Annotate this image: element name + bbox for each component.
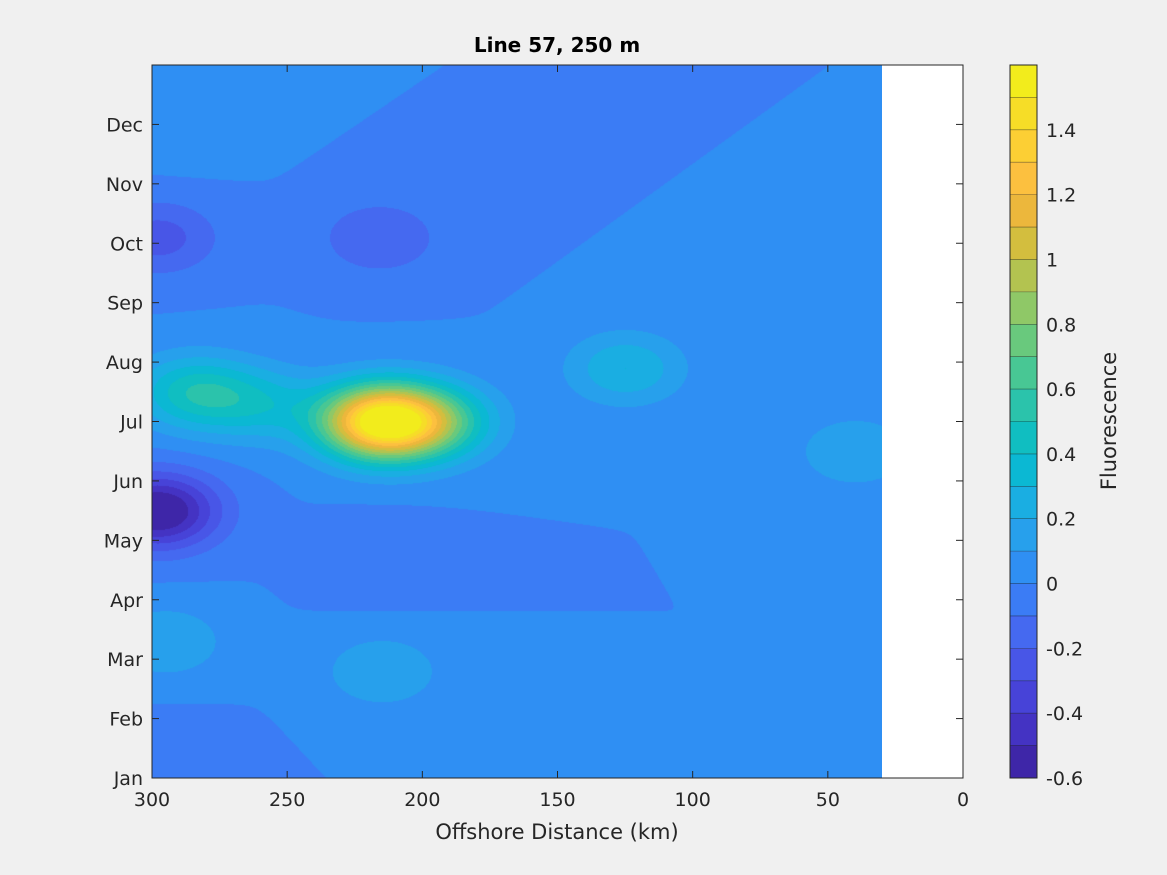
colorbar-tick-label: 0.2	[1046, 509, 1076, 531]
colorbar-tick-label: 0.4	[1046, 444, 1076, 466]
colorbar-band	[1010, 615, 1037, 649]
colorbar-band	[1010, 227, 1037, 260]
colorbar-band	[1010, 453, 1037, 487]
x-tick-label: 300	[134, 789, 170, 811]
colorbar-band	[1010, 162, 1037, 195]
y-tick-label: Jan	[113, 768, 143, 790]
colorbar-tick-label: 1	[1046, 249, 1058, 271]
colorbar-band	[1010, 518, 1037, 552]
colorbar-band	[1010, 389, 1037, 422]
colorbar-band	[1010, 356, 1037, 390]
colorbar-tick-label: -0.2	[1046, 638, 1083, 660]
colorbar-tick-label: 0.6	[1046, 379, 1076, 401]
colorbar-band	[1010, 97, 1037, 130]
x-tick-label: 50	[816, 789, 840, 811]
y-tick-label: Aug	[106, 352, 143, 374]
y-tick-label: Feb	[109, 709, 143, 731]
colorbar-band	[1010, 680, 1037, 714]
x-tick-label: 0	[957, 789, 969, 811]
plot-area	[151, 64, 964, 779]
colorbar-tick-label: 0.8	[1046, 314, 1076, 336]
colorbar: -0.6 -0.4 -0.2 0 0.2 0.4 0.6 0.8 1 1.2 1.4 Fluores…	[1009, 64, 1121, 790]
colorbar-ticks: -0.6 -0.4 -0.2 0 0.2 0.4 0.6 0.8 1 1.2 1.4	[1046, 120, 1083, 790]
y-tick-label: Dec	[106, 114, 143, 136]
y-tick-label: May	[104, 530, 143, 552]
x-tick-label: 100	[675, 789, 711, 811]
y-tick-label: Jul	[119, 412, 143, 434]
colorbar-band	[1010, 129, 1037, 163]
colorbar-band	[1010, 259, 1037, 292]
colorbar-band	[1010, 324, 1037, 357]
y-tick-label: Sep	[107, 293, 143, 315]
colorbar-band	[1010, 291, 1037, 325]
colorbar-tick-label: 1.2	[1046, 185, 1076, 207]
colorbar-band	[1010, 745, 1037, 778]
x-tick-label: 200	[404, 789, 440, 811]
colorbar-tick-label: -0.6	[1046, 768, 1083, 790]
colorbar-band	[1010, 713, 1037, 746]
y-tick-label: Oct	[110, 233, 143, 255]
colorbar-tick-label: -0.4	[1046, 703, 1083, 725]
colorbar-band	[1010, 421, 1037, 454]
colorbar-band	[1010, 551, 1037, 584]
x-tick-label: 250	[269, 789, 305, 811]
colorbar-box	[1009, 64, 1038, 779]
y-axis: Jan Feb Mar Apr May Jun Jul Aug Sep Oct Nov Dec	[104, 114, 963, 790]
colorbar-label: Fluorescence	[1097, 352, 1121, 490]
colorbar-tick-label: 0	[1046, 574, 1058, 596]
colorbar-band	[1010, 648, 1037, 681]
contour-fill	[152, 65, 882, 778]
y-tick-label: Mar	[107, 649, 143, 671]
colorbar-band	[1010, 486, 1037, 519]
y-tick-label: Apr	[110, 590, 143, 612]
x-axis: 300 250 200 150 100 50 0	[134, 65, 969, 811]
colorbar-tick-label: 1.4	[1046, 120, 1076, 142]
y-tick-label: Jun	[112, 471, 143, 493]
colorbar-band	[1010, 194, 1037, 228]
colorbar-band	[1010, 65, 1037, 98]
x-axis-label: Offshore Distance (km)	[435, 820, 678, 844]
colorbar-band	[1010, 583, 1037, 616]
colorbar-bands	[1010, 65, 1037, 778]
y-tick-label: Nov	[106, 174, 143, 196]
chart-title: Line 57, 250 m	[474, 33, 640, 57]
x-tick-label: 150	[539, 789, 575, 811]
